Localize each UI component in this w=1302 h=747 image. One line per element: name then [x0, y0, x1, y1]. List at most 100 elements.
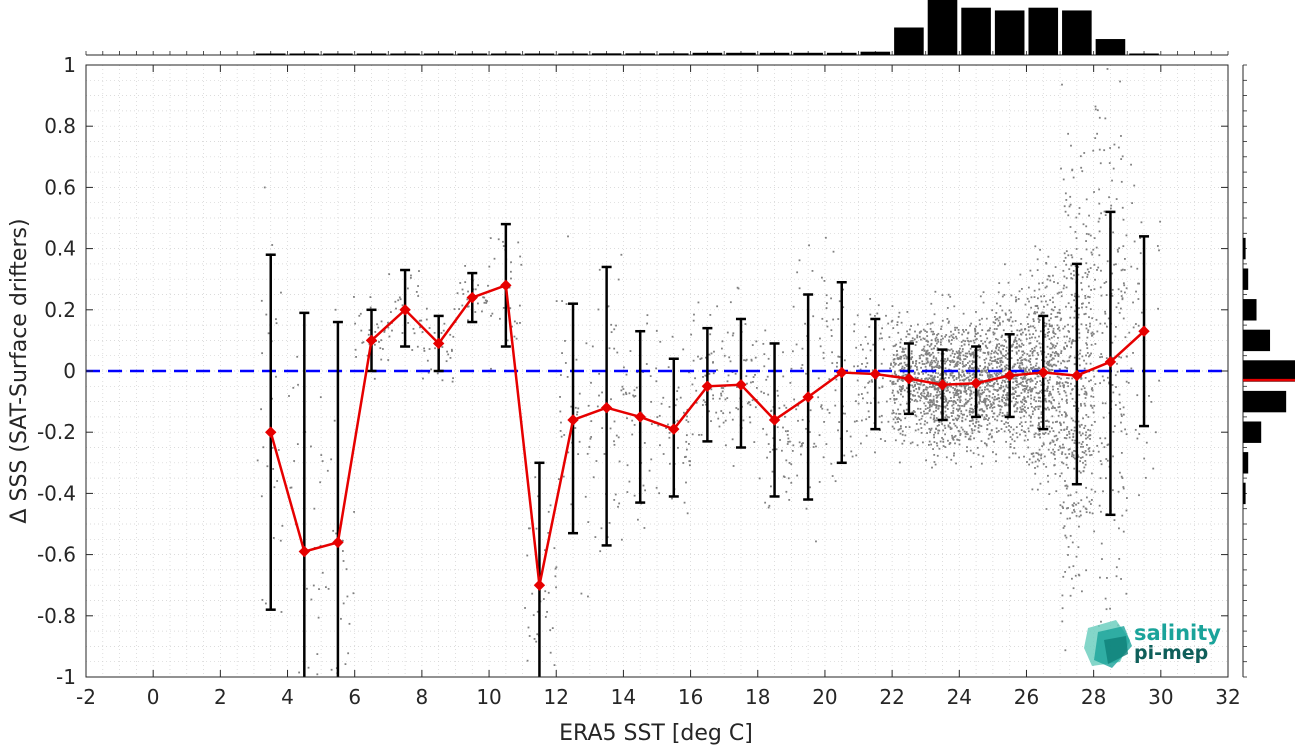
scatter-point — [1111, 489, 1114, 492]
scatter-point — [362, 341, 365, 344]
scatter-point — [1023, 387, 1026, 390]
scatter-point — [885, 400, 888, 403]
scatter-point — [1091, 253, 1094, 256]
scatter-point — [416, 345, 419, 348]
scatter-point — [955, 462, 957, 465]
scatter-point — [959, 399, 962, 402]
scatter-point — [1070, 144, 1072, 147]
scatter-point — [964, 391, 967, 393]
scatter-point — [642, 484, 645, 487]
scatter-point — [995, 351, 998, 354]
scatter-point — [1109, 607, 1111, 610]
scatter-point — [961, 369, 964, 372]
scatter-point — [1021, 354, 1024, 356]
scatter-point — [554, 567, 557, 570]
scatter-point — [1080, 388, 1083, 391]
scatter-point — [1003, 388, 1006, 391]
scatter-point — [731, 334, 734, 337]
scatter-point — [701, 404, 704, 406]
scatter-point — [1015, 398, 1017, 400]
scatter-point — [1048, 394, 1050, 397]
scatter-point — [1006, 396, 1008, 399]
scatter-point — [917, 407, 919, 410]
scatter-point — [897, 429, 900, 431]
scatter-point — [926, 360, 929, 363]
scatter-point — [1103, 210, 1106, 213]
scatter-point — [932, 398, 935, 401]
scatter-point — [1101, 332, 1104, 334]
scatter-point — [1031, 352, 1034, 355]
scatter-point — [1091, 317, 1094, 320]
scatter-point — [916, 383, 919, 385]
scatter-point — [1111, 384, 1114, 386]
scatter-point — [1043, 455, 1046, 458]
scatter-point — [951, 434, 953, 437]
top-hist-bar — [255, 53, 286, 55]
scatter-point — [958, 389, 961, 392]
scatter-point — [1053, 435, 1056, 438]
scatter-point — [1049, 347, 1052, 350]
scatter-point — [1105, 477, 1107, 480]
x-axis-label: ERA5 SST [deg C] — [559, 721, 753, 746]
scatter-point — [1140, 221, 1143, 224]
scatter-point — [893, 358, 896, 361]
scatter-point — [770, 485, 772, 488]
scatter-point — [635, 386, 638, 389]
scatter-point — [419, 326, 421, 329]
scatter-point — [434, 347, 436, 350]
scatter-point — [990, 403, 992, 405]
scatter-point — [1060, 167, 1062, 170]
top-hist-bar — [1028, 7, 1059, 55]
scatter-point — [1042, 442, 1045, 445]
scatter-point — [1004, 263, 1006, 266]
scatter-point — [969, 389, 972, 392]
scatter-point — [1028, 300, 1030, 303]
scatter-point — [399, 298, 402, 301]
scatter-point — [697, 355, 699, 358]
scatter-point — [1082, 417, 1084, 420]
scatter-point — [484, 299, 487, 302]
scatter-point — [1005, 403, 1008, 406]
scatter-point — [1071, 439, 1074, 442]
scatter-point — [1055, 490, 1058, 493]
scatter-point — [1014, 377, 1017, 380]
scatter-point — [930, 353, 933, 356]
scatter-point — [1065, 199, 1068, 201]
scatter-point — [1074, 457, 1076, 460]
scatter-point — [1001, 295, 1004, 298]
scatter-point — [978, 356, 981, 359]
scatter-point — [925, 368, 928, 371]
scatter-point — [1073, 295, 1076, 298]
scatter-point — [963, 378, 966, 381]
scatter-point — [704, 401, 707, 403]
scatter-point — [949, 442, 952, 444]
scatter-point — [1115, 326, 1117, 328]
scatter-point — [950, 458, 953, 461]
scatter-point — [1034, 312, 1037, 315]
scatter-point — [1016, 407, 1019, 410]
scatter-point — [935, 388, 937, 391]
scatter-point — [944, 406, 947, 409]
scatter-point — [1037, 396, 1040, 399]
scatter-point — [1028, 333, 1031, 336]
scatter-point — [1053, 332, 1055, 334]
scatter-point — [785, 406, 788, 409]
scatter-point — [853, 420, 856, 423]
mean-marker — [1104, 356, 1117, 368]
scatter-point — [918, 418, 921, 421]
scatter-point — [516, 322, 518, 325]
scatter-point — [951, 404, 954, 407]
scatter-point — [834, 480, 837, 483]
scatter-point — [933, 380, 936, 382]
scatter-point — [413, 332, 416, 335]
scatter-point — [1039, 390, 1042, 393]
scatter-point — [1079, 514, 1082, 517]
scatter-point — [1098, 504, 1101, 507]
scatter-point — [953, 379, 956, 382]
scatter-point — [925, 386, 928, 389]
scatter-point — [992, 385, 995, 388]
scatter-point — [1003, 369, 1006, 372]
scatter-point — [1032, 320, 1035, 323]
scatter-point — [281, 524, 284, 527]
scatter-point — [869, 313, 872, 316]
